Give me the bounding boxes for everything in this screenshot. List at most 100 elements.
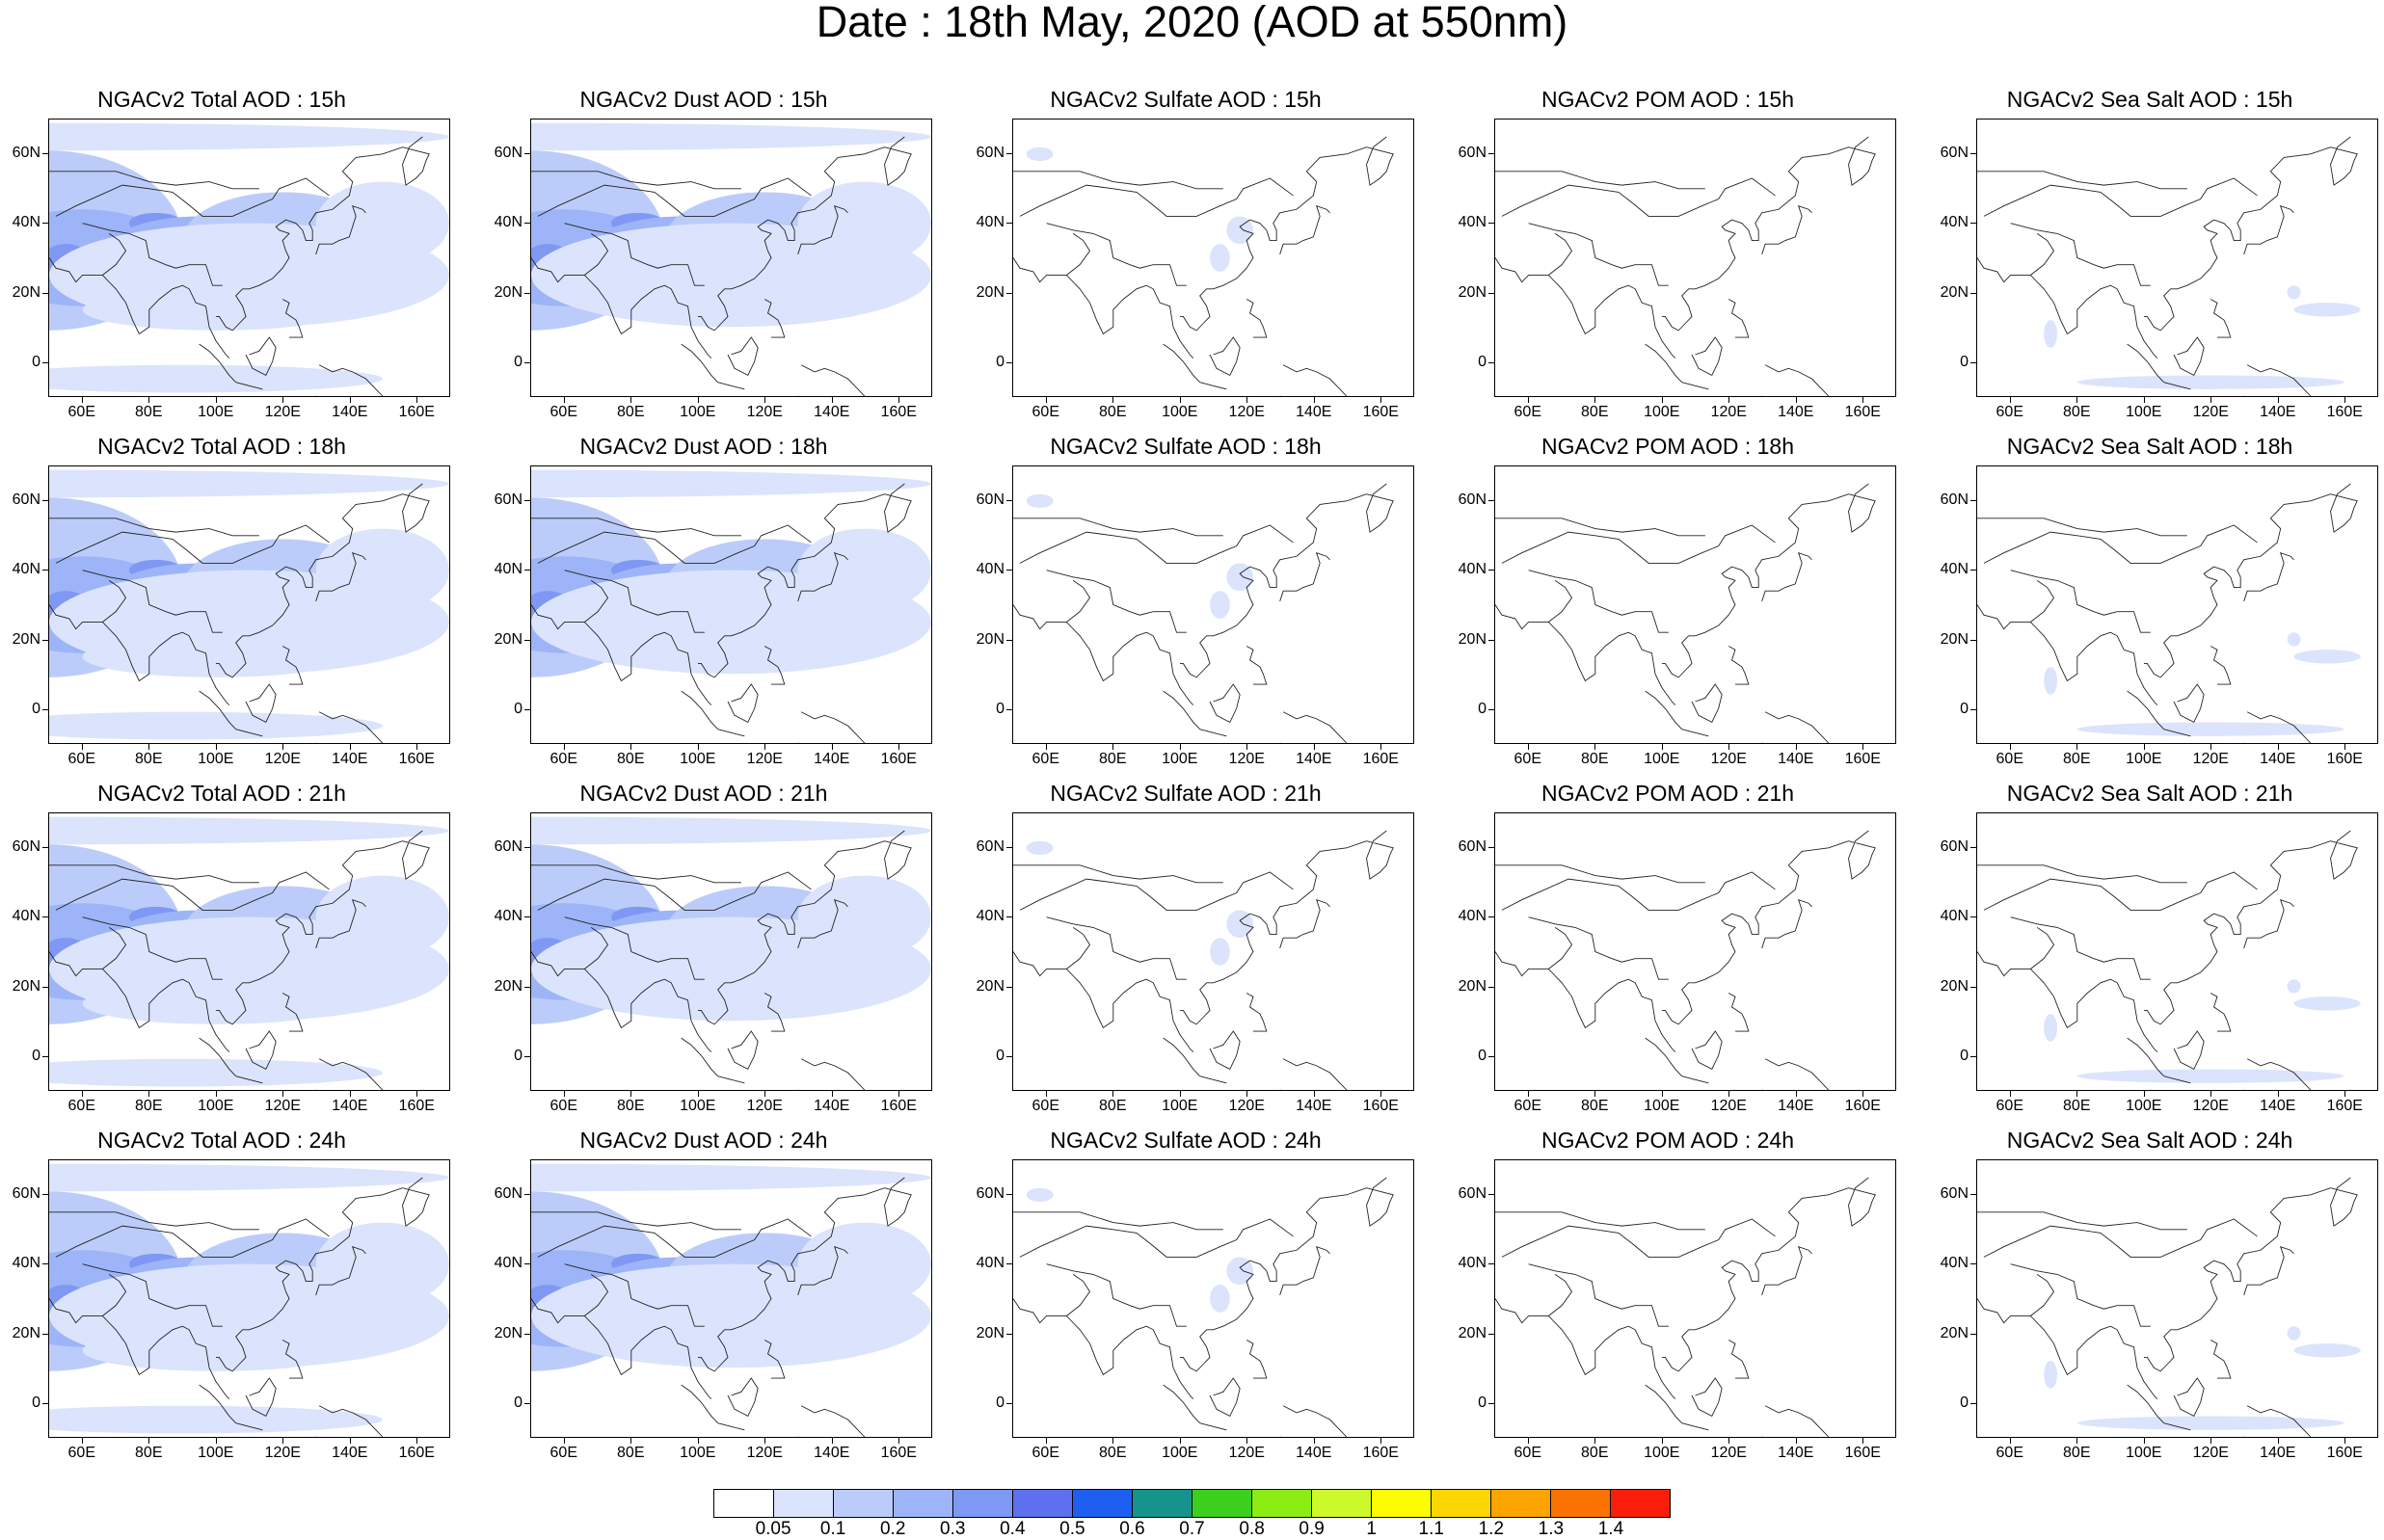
lon-tick-mark bbox=[1246, 1438, 1248, 1444]
lon-tick-label: 80E bbox=[1099, 1098, 1127, 1114]
coastline bbox=[49, 518, 259, 537]
map-panel: NGACv2 POM AOD : 24h 60N 40N 20N 0 60E 80E 100E… bbox=[1446, 1128, 1896, 1474]
coastline bbox=[1019, 524, 1294, 564]
lat-tick-label: 40N bbox=[494, 561, 522, 578]
coastline bbox=[82, 916, 223, 980]
coastline bbox=[537, 1218, 812, 1258]
lat-tick-mark bbox=[1006, 1333, 1012, 1335]
map-panel: NGACv2 POM AOD : 15h 60N 40N 20N 0 60E 80E 100E… bbox=[1446, 87, 1896, 434]
lon-tick-label: 140E bbox=[332, 751, 368, 767]
lat-tick-label: 40N bbox=[976, 908, 1004, 925]
lat-tick-mark bbox=[1006, 500, 1012, 502]
map-panel: NGACv2 Dust AOD : 15h 60N 40N 20N 0 60E 80E 100… bbox=[482, 87, 932, 434]
lon-tick-label: 160E bbox=[398, 1445, 435, 1461]
coastline bbox=[2163, 1422, 2191, 1431]
colorbar-swatch bbox=[1491, 1490, 1551, 1517]
lat-tick-mark bbox=[1488, 847, 1494, 849]
aod-shading bbox=[49, 364, 383, 393]
lat-tick-mark bbox=[1488, 639, 1494, 641]
lon-tick-mark bbox=[1313, 1091, 1315, 1097]
coastline bbox=[1983, 1218, 2258, 1258]
coastline bbox=[281, 993, 304, 1032]
lat-tick-label: 60N bbox=[1940, 1185, 1969, 1203]
lon-tick-mark bbox=[416, 1091, 418, 1097]
aod-shading bbox=[2044, 667, 2057, 695]
lon-tick-label: 120E bbox=[746, 404, 783, 420]
coastline bbox=[763, 646, 786, 685]
lat-tick-label: 40N bbox=[12, 561, 40, 578]
coastline bbox=[1548, 233, 1573, 276]
coastline bbox=[1501, 1218, 1776, 1258]
lon-tick-mark bbox=[1246, 744, 1248, 750]
coastline bbox=[1501, 524, 1776, 564]
coastline bbox=[1279, 898, 1330, 949]
coastline bbox=[315, 551, 366, 602]
coastline bbox=[1282, 1405, 1348, 1437]
colorbar-swatch bbox=[1551, 1490, 1611, 1517]
colorbar-label: 0.7 bbox=[1179, 1519, 1205, 1539]
coastline bbox=[1691, 683, 1723, 724]
lat-tick-mark bbox=[1970, 916, 1976, 918]
coastline bbox=[215, 830, 430, 1025]
coastline bbox=[49, 171, 259, 190]
lon-tick-label: 140E bbox=[814, 404, 850, 420]
panel-title: NGACv2 Sulfate AOD : 24h bbox=[1050, 1128, 1322, 1153]
lon-tick-label: 120E bbox=[1228, 751, 1265, 767]
lat-tick-mark bbox=[524, 916, 530, 918]
lat-tick-mark bbox=[524, 292, 530, 294]
aod-shading bbox=[2287, 979, 2301, 994]
coastline bbox=[1728, 299, 1750, 338]
lon-tick-label: 100E bbox=[1162, 1098, 1198, 1114]
lon-tick-label: 140E bbox=[814, 1098, 850, 1114]
lon-tick-label: 60E bbox=[67, 751, 95, 767]
coastline bbox=[1013, 864, 1223, 884]
colorbar-label: 1.3 bbox=[1538, 1519, 1565, 1539]
map-plot-area bbox=[48, 812, 450, 1091]
lat-tick-mark bbox=[1970, 361, 1976, 363]
coastline bbox=[1199, 382, 1227, 390]
coastline bbox=[281, 299, 304, 338]
lat-tick-label: 0 bbox=[32, 1047, 40, 1064]
lon-tick-label: 100E bbox=[1644, 751, 1680, 767]
lon-tick-mark bbox=[2143, 1438, 2145, 1444]
lat-tick-mark bbox=[524, 1055, 530, 1057]
lon-tick-mark bbox=[81, 1091, 83, 1097]
lat-tick-label: 60N bbox=[12, 145, 40, 162]
lon-tick-label: 160E bbox=[398, 1098, 435, 1114]
figure-title: Date : 18th May, 2020 (AOD at 550nm) bbox=[816, 0, 1568, 46]
map-plot-area bbox=[1012, 1159, 1414, 1438]
coastline bbox=[1179, 136, 1394, 332]
lon-tick-mark bbox=[898, 1438, 900, 1444]
coastline bbox=[1066, 580, 1091, 623]
coastline bbox=[584, 927, 609, 969]
aod-shading bbox=[1226, 1257, 1253, 1286]
lat-tick-mark bbox=[1488, 986, 1494, 988]
lat-tick-mark bbox=[524, 986, 530, 988]
coastline bbox=[1209, 336, 1241, 377]
coastline bbox=[1548, 927, 1573, 969]
lon-tick-label: 160E bbox=[1844, 751, 1881, 767]
coastline bbox=[1163, 1037, 1200, 1077]
lon-tick-mark bbox=[2009, 1438, 2011, 1444]
lon-tick-mark bbox=[2143, 1091, 2145, 1097]
lon-tick-label: 100E bbox=[198, 751, 234, 767]
lon-tick-label: 140E bbox=[1778, 1098, 1814, 1114]
panel-title: NGACv2 Dust AOD : 21h bbox=[579, 781, 828, 806]
lon-tick-label: 160E bbox=[1844, 1098, 1881, 1114]
aod-shading bbox=[1210, 244, 1230, 272]
lon-tick-label: 140E bbox=[1778, 751, 1814, 767]
aod-shading bbox=[2044, 1014, 2057, 1042]
coastline bbox=[1246, 993, 1268, 1032]
lat-tick-mark bbox=[1006, 847, 1012, 849]
coastline bbox=[1495, 171, 1705, 190]
coastline bbox=[584, 580, 609, 623]
map-plot-area bbox=[1494, 119, 1896, 397]
lon-tick-mark bbox=[148, 1438, 150, 1444]
coastline bbox=[1645, 343, 1682, 384]
lon-tick-label: 100E bbox=[1162, 1445, 1198, 1461]
panel-title: NGACv2 Dust AOD : 24h bbox=[579, 1128, 828, 1153]
lon-tick-mark bbox=[282, 1091, 284, 1097]
coastline bbox=[1013, 604, 1194, 705]
lon-tick-label: 160E bbox=[880, 1098, 917, 1114]
coastline bbox=[1495, 604, 1676, 705]
